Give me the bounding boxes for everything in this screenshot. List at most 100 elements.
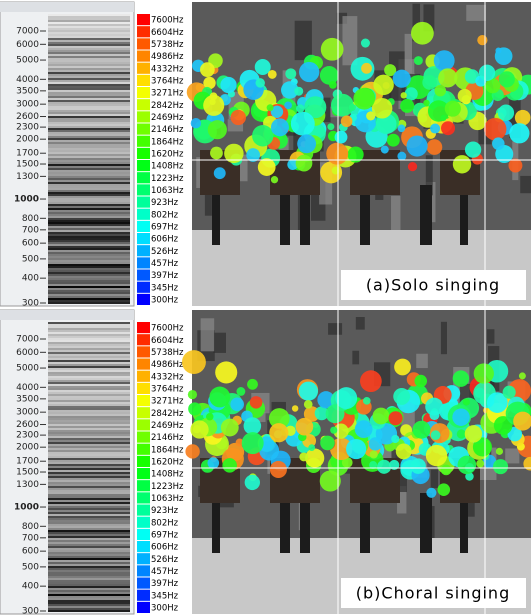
- spectrogram-band: [48, 208, 130, 210]
- spectrogram-band: [48, 466, 130, 468]
- spectrogram-band: [48, 406, 130, 408]
- spectrogram-band: [48, 426, 130, 428]
- spectrogram-band: [48, 284, 130, 286]
- person-leg: [420, 493, 432, 553]
- legend-swatch: [137, 87, 150, 98]
- spectrogram-band: [48, 570, 130, 572]
- spectrogram-band: [48, 228, 130, 230]
- sound-source-blob: [335, 387, 357, 409]
- spectrogram-band: [48, 596, 130, 598]
- sound-source-blob: [284, 101, 292, 109]
- spectrogram-band: [48, 170, 130, 172]
- legend-swatch: [137, 209, 150, 220]
- spectrogram-band: [48, 236, 130, 238]
- legend-label: 4986Hz: [151, 52, 184, 62]
- sound-source-blob: [397, 152, 406, 161]
- spectrogram-band: [48, 414, 130, 416]
- spectrogram-band: [48, 446, 130, 448]
- spectrogram-band: [48, 64, 130, 66]
- sound-source-blob: [247, 379, 258, 390]
- sound-source-blob: [427, 139, 443, 155]
- spectrogram-band: [48, 390, 130, 392]
- legend-swatch: [137, 359, 150, 370]
- spectrogram-band: [48, 448, 130, 450]
- spectrogram-band: [48, 592, 130, 594]
- spectrogram-band: [48, 462, 130, 464]
- legend-swatch: [137, 270, 150, 281]
- legend-swatch: [137, 395, 150, 406]
- spectrogram-band: [48, 178, 130, 180]
- spectrogram-band: [48, 132, 130, 134]
- spectrogram-band: [48, 14, 130, 16]
- spectrogram-band: [48, 514, 130, 516]
- legend-label: 7600Hz: [151, 16, 184, 26]
- spectrogram-band: [48, 556, 130, 558]
- legend-swatch: [137, 565, 150, 576]
- legend-swatch: [137, 282, 150, 293]
- legend-swatch: [137, 334, 150, 345]
- spectrogram-band: [48, 476, 130, 478]
- sound-source-blob: [434, 50, 455, 71]
- spectrogram-band: [48, 450, 130, 452]
- sound-source-blob: [423, 100, 429, 106]
- spectrogram-band: [48, 358, 130, 360]
- sound-source-blob: [393, 388, 410, 405]
- spectrogram-band: [48, 62, 130, 64]
- spectrogram-band: [48, 598, 130, 600]
- wall-wedge: [328, 323, 342, 335]
- spectrogram-band: [48, 492, 130, 494]
- legend-label: 2146Hz: [151, 125, 184, 135]
- spectrogram-band: [48, 32, 130, 34]
- spectrogram-band: [48, 206, 130, 208]
- spectrogram-band: [48, 50, 130, 52]
- spectrogram-band: [48, 168, 130, 170]
- spectrogram-band: [48, 560, 130, 562]
- spectrogram-band: [48, 506, 130, 508]
- spectrogram-band: [48, 234, 130, 236]
- sound-source-blob: [479, 65, 495, 81]
- spectrogram-band: [48, 328, 130, 330]
- spectrogram-band: [48, 494, 130, 496]
- wall-wedge: [356, 317, 365, 330]
- sound-source-blob: [389, 411, 403, 425]
- spectrogram-band: [48, 86, 130, 88]
- spectrogram-band: [48, 176, 130, 178]
- spectrogram-band: [48, 404, 130, 406]
- spectrogram-band: [48, 156, 130, 158]
- sound-source-blob: [493, 459, 508, 474]
- sound-source-blob: [299, 452, 308, 461]
- sound-source-blob: [381, 146, 389, 154]
- spectrogram-band: [48, 130, 130, 132]
- legend-label: 802Hz: [151, 210, 179, 220]
- legend-swatch: [137, 371, 150, 382]
- legend-swatch: [137, 517, 150, 528]
- spectrogram-band: [48, 272, 130, 274]
- sound-source-blob: [484, 118, 507, 141]
- tick-label: 800: [22, 214, 39, 224]
- sound-source-blob: [425, 398, 443, 416]
- legend-swatch: [137, 75, 150, 86]
- spectrogram-band: [48, 286, 130, 288]
- spectrogram-band: [48, 548, 130, 550]
- spectrogram-band: [48, 138, 130, 140]
- sound-source-blob: [327, 123, 334, 130]
- spectrogram-band: [48, 552, 130, 554]
- sound-source-blob: [214, 167, 226, 179]
- legend-swatch: [137, 602, 150, 613]
- sound-source-blob: [496, 448, 503, 455]
- tick-label: 3500: [16, 86, 39, 96]
- spectrogram-band: [48, 464, 130, 466]
- sound-source-blob: [221, 419, 239, 437]
- spectrogram-band: [48, 336, 130, 338]
- spectrogram-band: [48, 266, 130, 268]
- sound-source-blob: [250, 396, 263, 409]
- spectrogram-band: [48, 608, 130, 610]
- person-leg: [420, 185, 432, 245]
- sound-source-blob: [474, 363, 494, 383]
- spectrogram-band: [48, 204, 130, 206]
- sound-source-blob: [426, 488, 436, 498]
- spectrogram-band: [48, 244, 130, 246]
- legend-label: 526Hz: [151, 555, 179, 565]
- spectrogram-band: [48, 270, 130, 272]
- legend-label: 2842Hz: [151, 101, 184, 111]
